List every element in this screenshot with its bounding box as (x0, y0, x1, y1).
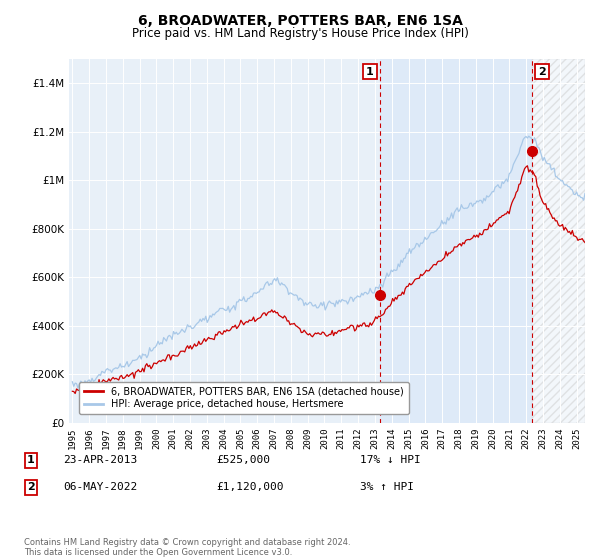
Legend: 6, BROADWATER, POTTERS BAR, EN6 1SA (detached house), HPI: Average price, detach: 6, BROADWATER, POTTERS BAR, EN6 1SA (det… (79, 382, 409, 414)
Text: 17% ↓ HPI: 17% ↓ HPI (360, 455, 421, 465)
Text: Contains HM Land Registry data © Crown copyright and database right 2024.
This d: Contains HM Land Registry data © Crown c… (24, 538, 350, 557)
Text: 6, BROADWATER, POTTERS BAR, EN6 1SA: 6, BROADWATER, POTTERS BAR, EN6 1SA (137, 14, 463, 28)
Text: 3% ↑ HPI: 3% ↑ HPI (360, 482, 414, 492)
Bar (380, 59, 532, 423)
Text: 23-APR-2013: 23-APR-2013 (63, 455, 137, 465)
Text: £525,000: £525,000 (216, 455, 270, 465)
Text: 2: 2 (27, 482, 35, 492)
Text: 06-MAY-2022: 06-MAY-2022 (63, 482, 137, 492)
Text: Price paid vs. HM Land Registry's House Price Index (HPI): Price paid vs. HM Land Registry's House … (131, 27, 469, 40)
Text: 2: 2 (538, 67, 546, 77)
Bar (532, 59, 585, 423)
Text: 1: 1 (366, 67, 374, 77)
Text: £1,120,000: £1,120,000 (216, 482, 284, 492)
Text: 1: 1 (27, 455, 35, 465)
